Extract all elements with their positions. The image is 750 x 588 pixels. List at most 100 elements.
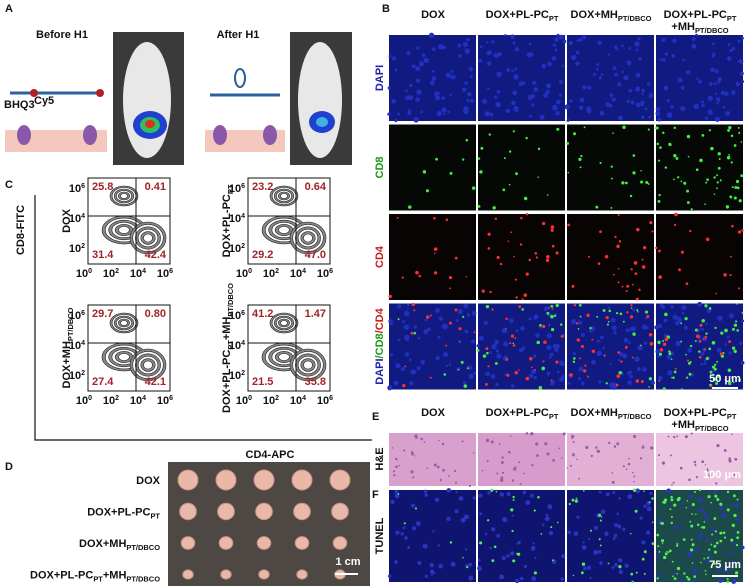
cell-dot [423, 329, 429, 335]
cell-dot [552, 559, 555, 562]
cell-dot [402, 526, 406, 530]
cell-dot [589, 529, 592, 532]
tick-base: 10 [69, 243, 81, 255]
cell-dot [621, 44, 624, 48]
cell-dot [732, 494, 736, 498]
cell-dot [411, 64, 416, 69]
cell-dot [691, 503, 695, 507]
cell-dot [739, 71, 744, 76]
cell-dot [495, 349, 500, 353]
contour [303, 360, 313, 370]
cell-dot [393, 473, 396, 477]
cell-dot [441, 107, 447, 113]
cell-dot [597, 549, 602, 554]
tick-label: 106 [317, 268, 333, 280]
tick-base: 10 [317, 268, 329, 280]
cell-dot [423, 57, 429, 64]
cell-dot [429, 80, 435, 86]
cell-dot [471, 310, 477, 316]
label-text: DOX+MH [571, 9, 618, 21]
cell-dot [729, 48, 733, 53]
cell-dot [607, 53, 611, 56]
cell-dot [705, 538, 709, 542]
cell-dot [415, 66, 421, 72]
cell-dot [686, 201, 690, 204]
cell-dot [485, 304, 490, 309]
cell-dot [533, 368, 536, 371]
cell-dot [561, 64, 565, 68]
tumor [182, 569, 194, 580]
cell-dot [443, 352, 449, 358]
cell-dot [672, 38, 677, 43]
cell-dot [683, 181, 687, 185]
cell-dot [712, 42, 715, 46]
cell-dot [660, 539, 665, 543]
cell-dot [740, 174, 744, 178]
cell-dot [726, 156, 731, 160]
cell-dot [521, 346, 526, 350]
cell-dot [464, 329, 469, 334]
cell-dot [629, 315, 634, 319]
cell-dot [504, 34, 507, 37]
cell-dot [479, 170, 483, 174]
label-text: DOX+PL-PC [87, 507, 150, 519]
cell-dot [554, 347, 559, 353]
cell-dot [720, 331, 724, 335]
caption: BHQ3 [4, 99, 35, 111]
cell-dot [679, 526, 683, 530]
cell-dot [672, 376, 675, 379]
cell-dot [703, 359, 707, 363]
cell-dot [438, 439, 440, 442]
cell-dot [695, 168, 699, 172]
cell-dot [618, 565, 622, 569]
cell-dot [575, 50, 580, 55]
cell-dot [693, 460, 697, 464]
cell-dot [645, 317, 648, 320]
cell-dot [649, 221, 653, 225]
cell-dot [528, 317, 532, 321]
cell-dot [514, 278, 517, 281]
cell-dot [714, 92, 718, 95]
cell-dot [445, 72, 452, 78]
cell-dot [693, 575, 697, 578]
cell-dot [641, 540, 646, 545]
cell-dot [454, 469, 457, 472]
cell-dot [612, 132, 614, 134]
cell-dot [584, 364, 587, 367]
cell-dot [620, 360, 623, 363]
cell-dot [730, 255, 732, 258]
cell-dot [693, 491, 696, 494]
cell-dot [443, 113, 446, 116]
cell-dot [640, 380, 644, 384]
cell-dot [531, 464, 534, 467]
cell-dot [655, 111, 661, 116]
cell-dot [491, 308, 494, 311]
cell-dot [648, 332, 653, 337]
cell-dot [599, 519, 602, 522]
cell-dot [390, 499, 395, 504]
cell-dot [703, 512, 707, 516]
cell-dot [525, 432, 529, 435]
cell-dot [618, 497, 622, 500]
cell-dot [657, 375, 663, 381]
tick-base: 10 [317, 395, 329, 407]
cell-dot [446, 516, 451, 522]
cell-dot [513, 74, 519, 80]
cell-dot [628, 457, 630, 460]
cell-dot [596, 339, 600, 343]
cell-dot [703, 348, 706, 351]
cell-dot [673, 154, 677, 158]
cell-dot [717, 152, 721, 156]
cell-dot [724, 378, 728, 382]
cell-dot [609, 363, 612, 366]
cell-dot [608, 309, 612, 313]
tick-base: 10 [130, 268, 142, 280]
label-text: DOX+MH [571, 407, 618, 419]
cell-dot [403, 449, 406, 452]
cell-dot [591, 338, 594, 341]
cell-dot [514, 578, 520, 584]
cell-dot [726, 508, 730, 512]
tick-base: 10 [69, 340, 81, 352]
column-header: DOX+PL-PCPT [486, 9, 559, 23]
cell-dot [641, 265, 646, 269]
